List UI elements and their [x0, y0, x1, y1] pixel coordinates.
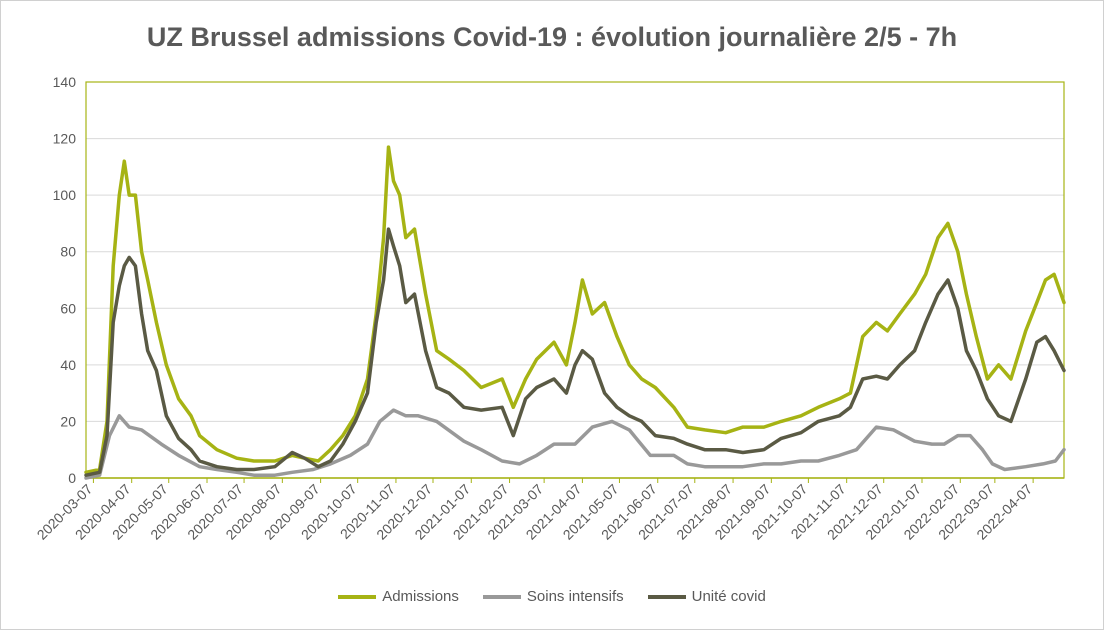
- y-tick-label: 120: [53, 131, 77, 147]
- legend-label-admissions: Admissions: [382, 588, 459, 605]
- series-line-soins-intensifs: [84, 408, 1066, 480]
- y-tick-label: 140: [53, 74, 77, 90]
- y-tick-label: 20: [60, 413, 76, 429]
- series-line-admissions: [84, 145, 1066, 475]
- plot-area-border: [85, 81, 1065, 479]
- y-tick-label: 100: [53, 187, 77, 203]
- legend-swatch-soins-intensifs: [482, 594, 521, 599]
- legend-item-admissions: Admissions: [338, 588, 459, 605]
- legend: Admissions Soins intensifs Unité covid: [0, 588, 1104, 605]
- legend-swatch-admissions: [338, 594, 377, 599]
- axes: [85, 81, 1065, 483]
- y-tick-label: 80: [60, 244, 76, 260]
- legend-item-unite-covid: Unité covid: [647, 588, 766, 605]
- legend-label-unite-covid: Unité covid: [691, 588, 766, 605]
- series-line-unite-covid: [84, 227, 1066, 477]
- y-tick-label: 40: [60, 357, 76, 373]
- legend-swatch-unite-covid: [647, 594, 686, 599]
- legend-item-soins-intensifs: Soins intensifs: [482, 588, 624, 605]
- series-lines: [84, 145, 1066, 480]
- legend-label-soins-intensifs: Soins intensifs: [526, 588, 624, 605]
- y-tick-label: 60: [60, 300, 76, 316]
- y-tick-label: 0: [68, 470, 76, 486]
- gridlines: [86, 138, 1064, 422]
- chart-title: UZ Brussel admissions Covid-19 : évoluti…: [146, 22, 958, 52]
